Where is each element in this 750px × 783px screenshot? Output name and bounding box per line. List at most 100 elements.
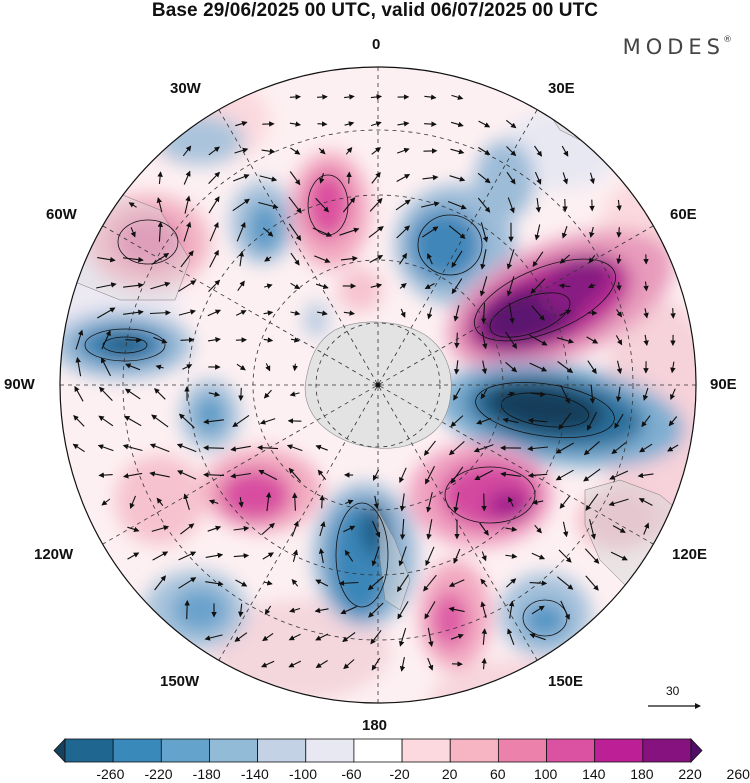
wind-vector-arrow (558, 283, 571, 289)
wind-vector-arrow (450, 148, 465, 155)
wind-vector-arrow (129, 495, 137, 509)
wind-vector-arrow (207, 309, 222, 317)
wind-vector-arrow (531, 552, 546, 560)
wind-vector-arrow (371, 147, 382, 155)
wind-vector-arrow (312, 227, 333, 237)
wind-vector-arrow (288, 223, 302, 241)
wind-vector-arrow (529, 580, 548, 586)
wind-vector-arrow (149, 443, 170, 453)
wind-vector-arrow (291, 579, 299, 587)
wind-vector-arrow (424, 121, 437, 127)
wind-vector-arrow (370, 94, 383, 100)
wind-vectors (72, 94, 679, 672)
wind-vector-arrow (454, 332, 460, 349)
wind-vector-arrow (339, 227, 360, 236)
wind-vector-arrow (315, 444, 328, 451)
wind-vector-arrow (157, 221, 164, 242)
wind-vector-arrow (557, 576, 574, 590)
wind-vector-arrow (395, 199, 411, 211)
wind-vector-arrow (235, 120, 248, 127)
wind-vector-arrow (427, 657, 434, 671)
wind-vector-arrow (423, 440, 436, 456)
lon-label-90e: 90E (710, 376, 737, 393)
wind-vector-arrow (97, 256, 116, 263)
wind-vector-arrow (263, 310, 274, 316)
wind-vector-arrow (481, 360, 488, 375)
wind-vector-arrow (207, 337, 221, 343)
wind-vector-arrow (319, 172, 325, 184)
wind-vector-arrow (127, 552, 140, 560)
wind-vector-arrow (289, 391, 300, 397)
wind-vector-arrow (180, 523, 195, 535)
wind-vector-arrow (150, 281, 171, 290)
wind-vector-arrow (425, 466, 435, 485)
wind-vector-arrow (292, 549, 299, 562)
wind-vector-arrow (447, 200, 467, 210)
wind-vector-arrow (608, 498, 629, 507)
wind-vector-arrow (317, 94, 328, 100)
wind-vector-arrow (450, 466, 464, 484)
wind-vector-arrow (589, 519, 596, 540)
wind-vector-arrow (230, 445, 251, 452)
colorbar-swatch (305, 738, 355, 763)
wind-vector-arrow (587, 360, 597, 375)
wind-vector-arrow (264, 283, 273, 289)
wind-vector-arrow (289, 121, 302, 127)
wind-vector-arrow (399, 493, 406, 512)
wind-vector-arrow (290, 252, 300, 266)
wind-vector-arrow (481, 551, 487, 562)
wind-vector-arrow (343, 310, 356, 316)
wind-vector-arrow (371, 520, 381, 538)
wind-vector-arrow (264, 256, 272, 262)
wind-vector-arrow (184, 599, 190, 620)
wind-vector-arrow (101, 357, 111, 377)
wind-vector-arrow (399, 518, 406, 540)
brand-logo: MODES® (622, 35, 732, 59)
wind-vector-arrow (561, 145, 569, 157)
wind-vector-arrow (149, 309, 171, 316)
wind-vector-arrow (638, 498, 653, 506)
wind-vector-arrow (586, 336, 599, 344)
wind-vector-arrow (397, 147, 410, 154)
wind-vector-arrow (450, 633, 464, 640)
wind-vector-arrow (233, 525, 250, 532)
wind-vector-arrow (422, 174, 439, 181)
wind-vector-arrow (451, 94, 464, 100)
wind-vector-arrow (205, 552, 224, 559)
wind-vector-arrow (124, 415, 142, 427)
wind-vector-arrow (290, 282, 301, 290)
wind-vector-arrow (531, 305, 545, 321)
wind-vector-arrow (399, 467, 407, 484)
wind-vector-arrow (123, 256, 144, 263)
wind-vector-arrow (561, 226, 568, 239)
wind-vector-arrow (209, 249, 219, 268)
wind-vector-arrow (448, 579, 465, 587)
wind-vector-arrow (559, 309, 572, 317)
wind-vector-arrow (257, 444, 279, 451)
wind-vector-arrow (286, 444, 303, 452)
wind-vector-arrow (230, 472, 251, 479)
wind-vector-arrow (609, 470, 629, 480)
wind-vector-arrow (265, 491, 272, 512)
map-title: Base 29/06/2025 00 UTC, valid 06/07/2025… (151, 0, 599, 21)
wind-vector-arrow (398, 546, 407, 567)
wind-vector-arrow (207, 525, 222, 532)
wind-vector-arrow (421, 226, 439, 238)
wind-vector-arrow (476, 417, 492, 425)
wind-vector-arrow (314, 255, 331, 263)
colorbar-tick-label: -140 (240, 766, 269, 782)
lon-label-90w: 90W (4, 376, 35, 393)
wind-vector-arrow (478, 120, 491, 128)
wind-vector-arrow (453, 548, 461, 564)
wind-vector-arrow (643, 308, 649, 319)
wind-vector-arrow (479, 276, 488, 297)
wind-vector-arrow (371, 171, 381, 184)
wind-vector-arrow (259, 175, 278, 182)
wind-vector-arrow (75, 356, 82, 377)
wind-vector-arrow (288, 467, 302, 482)
wind-vector-arrow (265, 363, 271, 372)
wind-vector-arrow (369, 255, 384, 263)
wind-vector-arrow (423, 574, 437, 592)
wind-vector-arrow (616, 309, 623, 318)
wind-vector-arrow (616, 199, 622, 212)
